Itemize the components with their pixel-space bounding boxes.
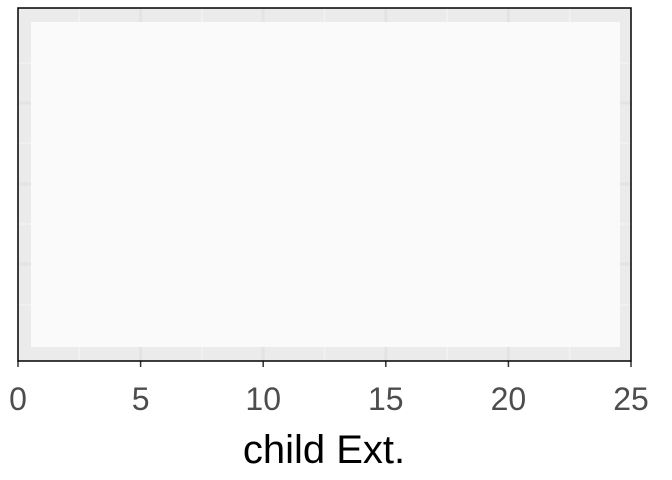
x-tick-label: 0 <box>9 381 27 417</box>
x-tick-label: 15 <box>368 381 404 417</box>
x-axis-tick-labels: 0 5 10 15 20 25 <box>9 381 649 417</box>
x-tick-label: 25 <box>613 381 649 417</box>
x-tick-label: 10 <box>245 381 281 417</box>
x-tick-label: 5 <box>132 381 150 417</box>
panel-border <box>17 7 632 362</box>
panel-background <box>18 8 631 361</box>
x-tick-label: 20 <box>491 381 527 417</box>
data-region <box>31 22 620 347</box>
x-axis-title: child Ext. <box>243 428 405 472</box>
grid-lines <box>18 8 631 361</box>
x-axis-ticks <box>17 361 632 367</box>
